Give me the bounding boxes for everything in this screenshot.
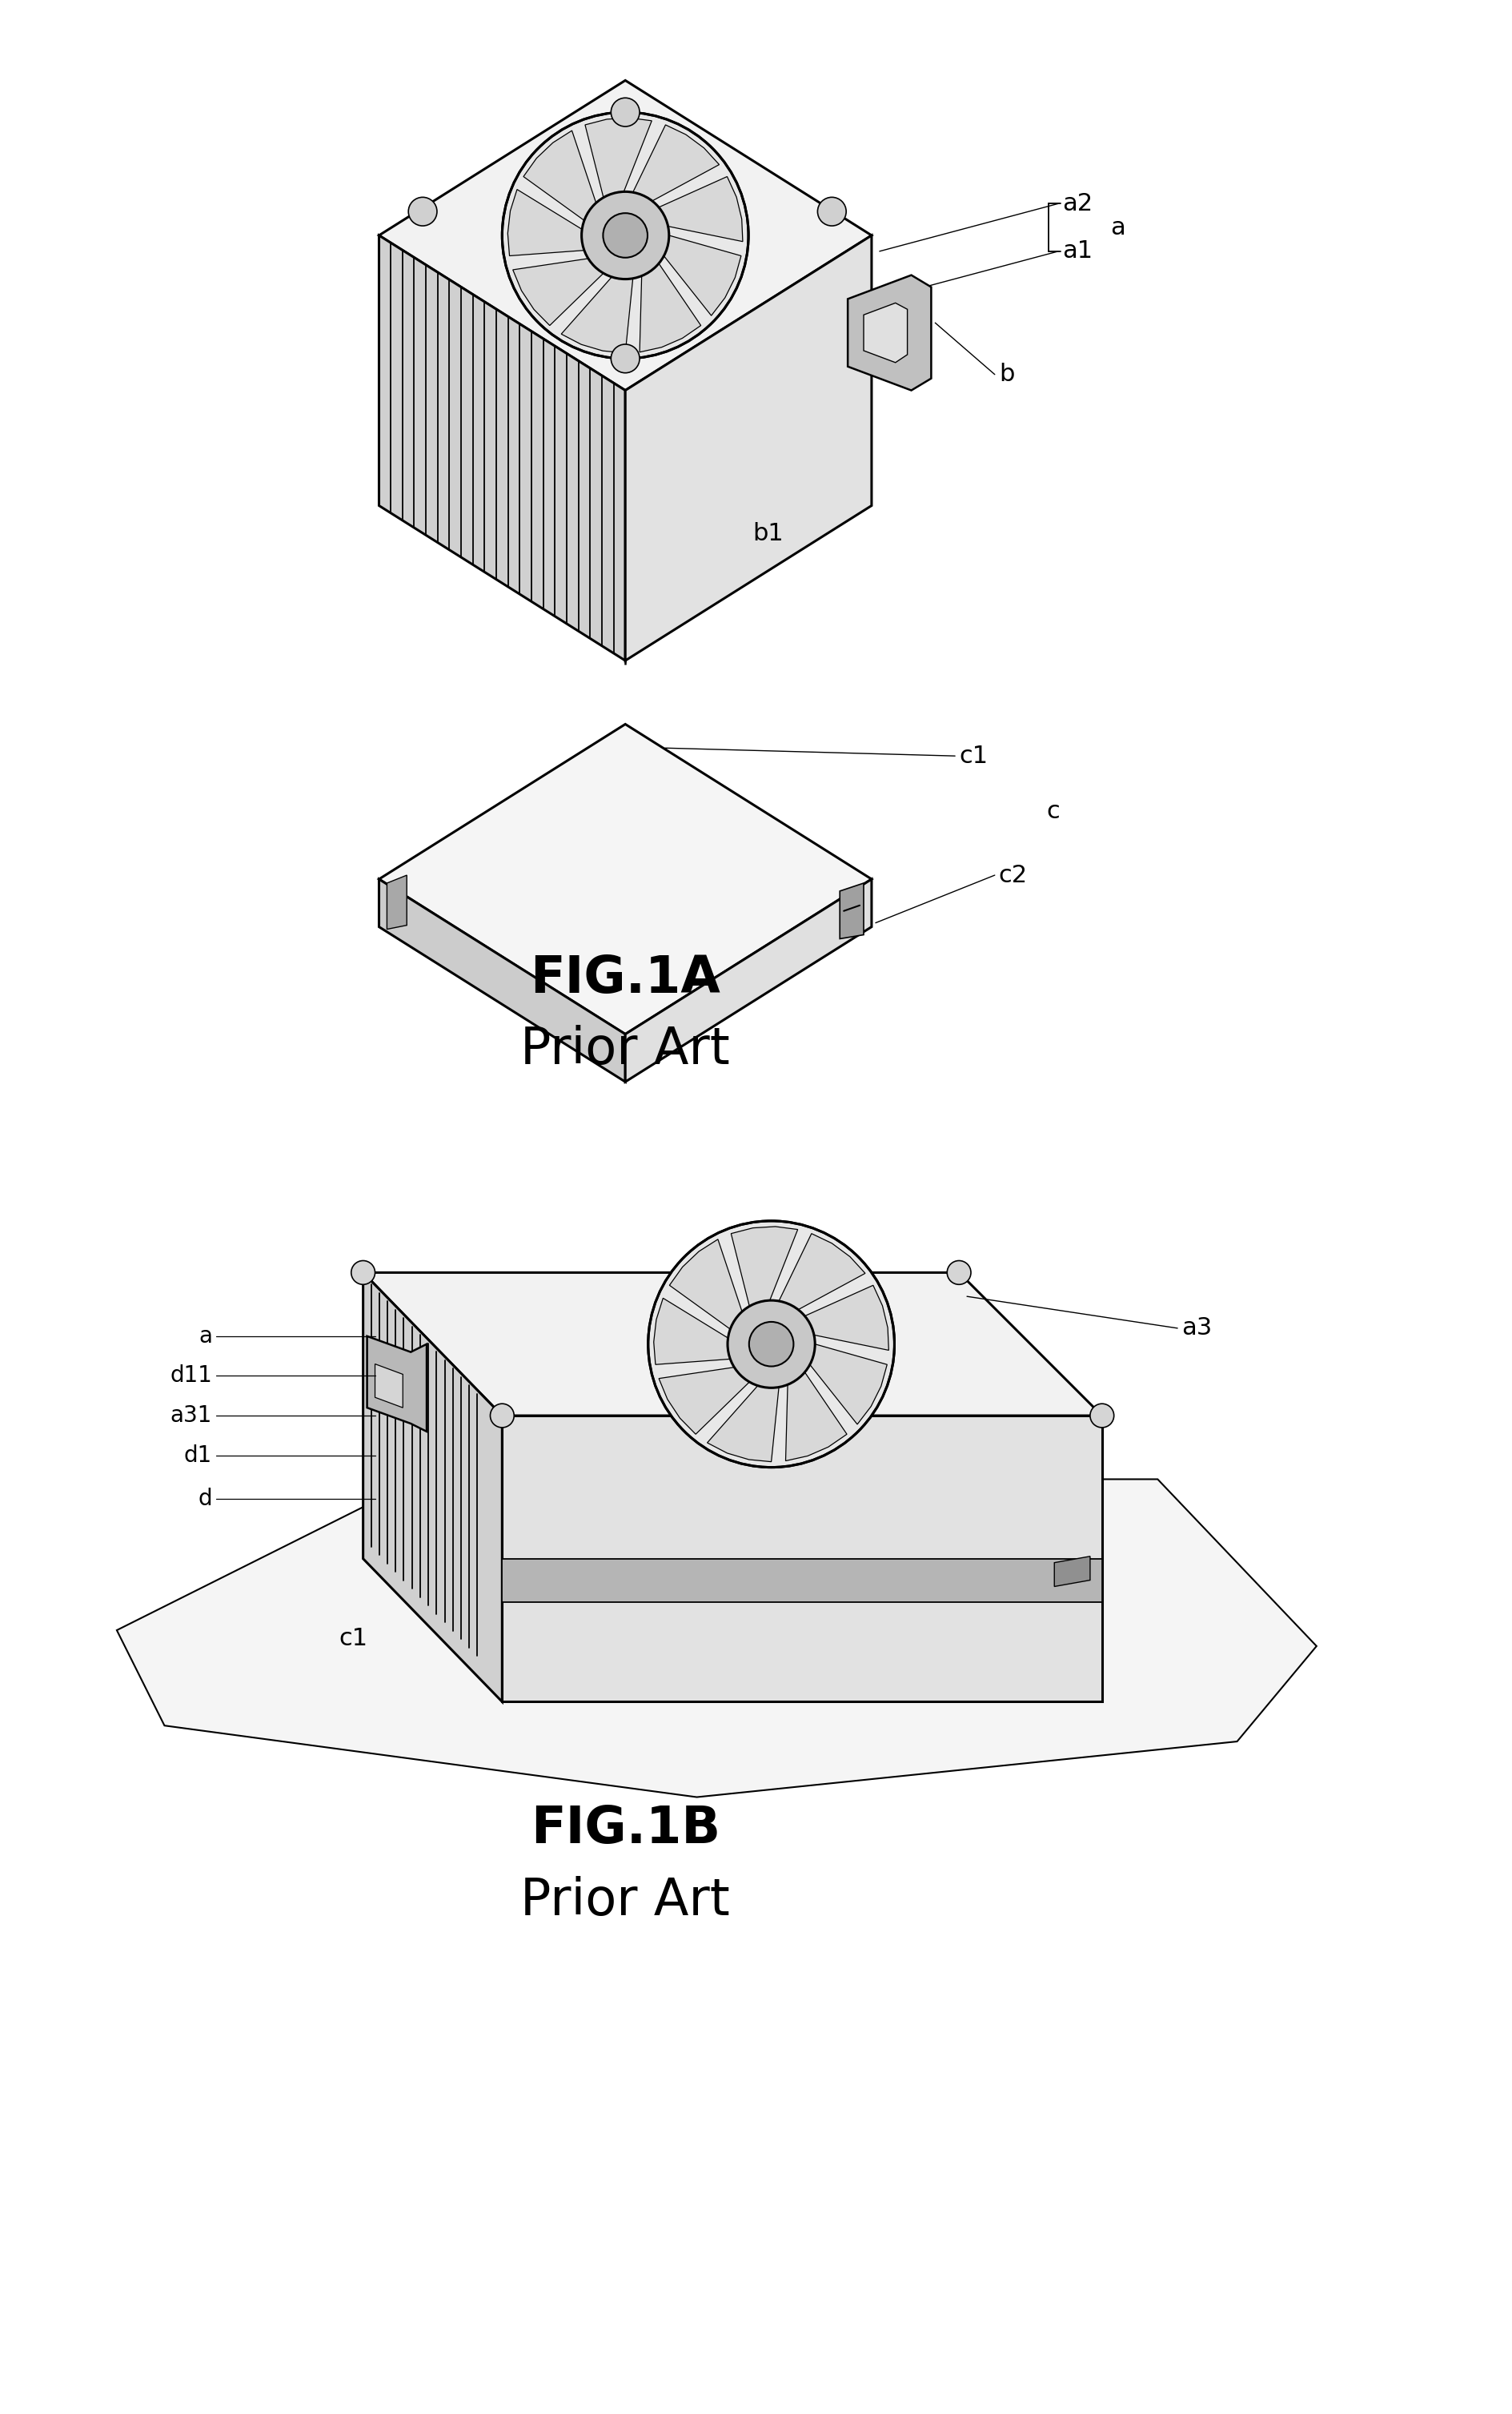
Polygon shape [839,884,863,939]
Polygon shape [863,302,907,362]
Polygon shape [634,126,720,200]
Text: d11: d11 [169,1364,212,1388]
Circle shape [603,212,647,258]
Text: a1: a1 [1063,239,1093,263]
Text: FIG.1A: FIG.1A [531,954,720,1004]
Polygon shape [380,879,626,1081]
Circle shape [947,1260,971,1284]
Text: b1: b1 [753,521,783,546]
Circle shape [611,345,640,372]
Polygon shape [523,130,596,220]
Polygon shape [779,1234,865,1311]
Polygon shape [848,275,931,391]
Text: a: a [1110,215,1125,239]
Text: c2: c2 [999,864,1028,886]
Polygon shape [561,278,634,352]
Polygon shape [585,118,652,198]
Circle shape [351,1260,375,1284]
Circle shape [490,1403,514,1427]
Polygon shape [380,724,871,1033]
Polygon shape [363,1272,502,1702]
Text: d1: d1 [184,1444,212,1468]
Polygon shape [670,1238,742,1330]
Circle shape [748,1323,794,1366]
Polygon shape [708,1386,779,1463]
Text: c: c [1046,799,1060,823]
Polygon shape [732,1226,798,1306]
Text: Prior Art: Prior Art [520,1026,730,1074]
Polygon shape [380,237,626,661]
Polygon shape [1054,1557,1090,1586]
Text: a3: a3 [1181,1316,1213,1340]
Polygon shape [626,237,871,661]
Text: b: b [999,362,1015,386]
Circle shape [818,198,847,227]
Text: d: d [198,1487,212,1511]
Text: c1: c1 [339,1627,369,1649]
Polygon shape [810,1345,888,1424]
Text: c1: c1 [959,744,987,768]
Polygon shape [640,263,702,352]
Polygon shape [508,188,584,256]
Circle shape [611,99,640,126]
Polygon shape [653,1299,730,1364]
Text: a2: a2 [1063,193,1093,215]
Text: FIG.1B: FIG.1B [531,1803,720,1854]
Polygon shape [375,1364,402,1407]
Circle shape [408,198,437,227]
Polygon shape [664,237,741,316]
Text: a31: a31 [171,1405,212,1427]
Polygon shape [659,176,742,241]
Circle shape [727,1301,815,1388]
Polygon shape [363,1272,1102,1415]
Polygon shape [502,1415,1102,1702]
Polygon shape [380,80,871,391]
Polygon shape [659,1366,750,1434]
Circle shape [502,111,748,360]
Polygon shape [387,876,407,929]
Text: a: a [198,1325,212,1347]
Polygon shape [502,1559,1102,1603]
Polygon shape [804,1284,889,1349]
Circle shape [1090,1403,1114,1427]
Polygon shape [116,1480,1317,1796]
Polygon shape [513,258,603,326]
Circle shape [582,191,668,280]
Polygon shape [626,879,871,1081]
Text: Prior Art: Prior Art [520,1876,730,1926]
Polygon shape [367,1337,426,1432]
Circle shape [649,1221,895,1468]
Polygon shape [786,1371,847,1460]
